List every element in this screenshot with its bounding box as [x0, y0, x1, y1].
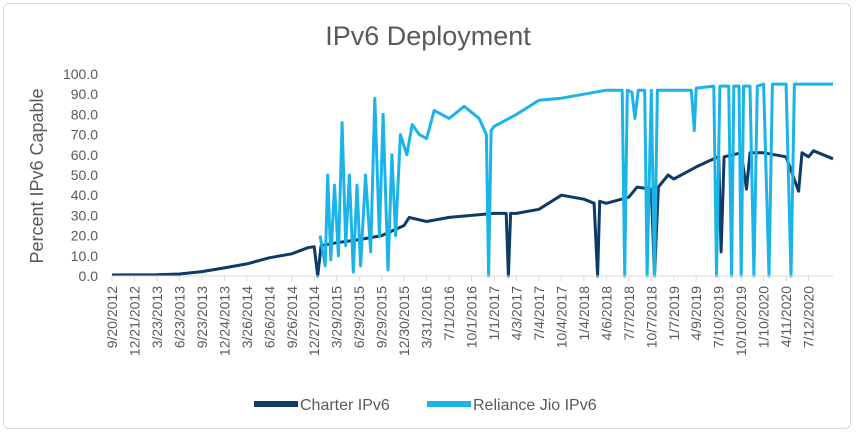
- x-tick-label: 3/23/2013: [149, 286, 165, 348]
- y-tick-label: 80.0: [71, 106, 98, 122]
- x-tick-label: 3/31/2016: [419, 286, 435, 348]
- y-tick-label: 10.0: [71, 248, 98, 264]
- legend-label: Reliance Jio IPv6: [473, 397, 597, 414]
- x-tick-label: 1/1/2017: [486, 286, 502, 341]
- x-tick-label: 6/29/2015: [351, 286, 367, 348]
- x-tick-label: 1/10/2020: [756, 286, 772, 348]
- y-tick-label: 70.0: [71, 127, 98, 143]
- x-tick-label: 4/11/2020: [778, 286, 794, 347]
- legend-item: Reliance Jio IPv6: [427, 397, 597, 414]
- x-tick-label: 4/9/2019: [688, 286, 704, 341]
- x-tick-label: 4/3/2017: [508, 286, 524, 341]
- chart-frame: [3, 3, 851, 429]
- x-tick-label: 1/7/2019: [666, 286, 682, 341]
- y-tick-label: 90.0: [71, 86, 98, 102]
- x-tick-label: 9/26/2014: [284, 286, 300, 348]
- y-tick-label: 100.0: [63, 66, 98, 82]
- y-tick-label: 50.0: [71, 167, 98, 183]
- x-tick-label: 7/4/2017: [531, 286, 547, 341]
- y-tick-label: 40.0: [71, 187, 98, 203]
- y-axis-ticks: 0.0 10.0 20.0 30.0 40.0 50.0 60.0 70.0 80.0 90.0 1…: [63, 66, 98, 284]
- x-tick-label: 10/4/2017: [553, 286, 569, 348]
- x-tick-label: 10/7/2018: [643, 286, 659, 348]
- y-tick-label: 0.0: [79, 268, 99, 284]
- series-layer: [111, 82, 834, 278]
- x-tick-label: 7/7/2018: [621, 286, 637, 341]
- y-tick-label: 20.0: [71, 228, 98, 244]
- x-tick-label: 6/26/2014: [261, 286, 277, 348]
- x-tick-label: 10/10/2019: [733, 286, 749, 356]
- x-tick-label: 6/23/2013: [171, 286, 187, 348]
- x-tick-label: 9/20/2012: [104, 286, 120, 348]
- series-line-charter-ipv6: [111, 149, 834, 278]
- chart-title: IPv6 Deployment: [325, 21, 531, 51]
- x-tick-label: 12/27/2014: [306, 286, 322, 356]
- x-axis-ticks: 9/20/2012 12/21/2012 3/23/2013 6/23/2013 9/2…: [104, 276, 817, 356]
- legend-label: Charter IPv6: [300, 397, 390, 414]
- x-tick-label: 12/21/2012: [126, 286, 142, 356]
- x-tick-label: 3/26/2014: [239, 286, 255, 348]
- legend-item: Charter IPv6: [254, 397, 390, 414]
- x-tick-label: 3/29/2015: [329, 286, 345, 348]
- y-tick-label: 60.0: [71, 147, 98, 163]
- y-tick-label: 30.0: [71, 207, 98, 223]
- x-tick-label: 12/30/2015: [396, 286, 412, 356]
- x-tick-label: 1/4/2018: [576, 286, 592, 341]
- legend: Charter IPv6 Reliance Jio IPv6: [254, 397, 597, 414]
- x-tick-label: 12/24/2013: [216, 286, 232, 356]
- x-tick-label: 9/23/2013: [194, 286, 210, 348]
- x-tick-label: 7/1/2016: [441, 286, 457, 341]
- x-tick-label: 9/29/2015: [374, 286, 390, 348]
- series-line-reliance-jio-ipv6: [318, 82, 833, 278]
- y-axis-label: Percent IPv6 Capable: [27, 88, 47, 263]
- x-tick-label: 10/1/2016: [464, 286, 480, 348]
- x-tick-label: 4/6/2018: [598, 286, 614, 341]
- x-tick-label: 7/10/2019: [711, 286, 727, 348]
- x-tick-label: 7/12/2020: [801, 286, 817, 348]
